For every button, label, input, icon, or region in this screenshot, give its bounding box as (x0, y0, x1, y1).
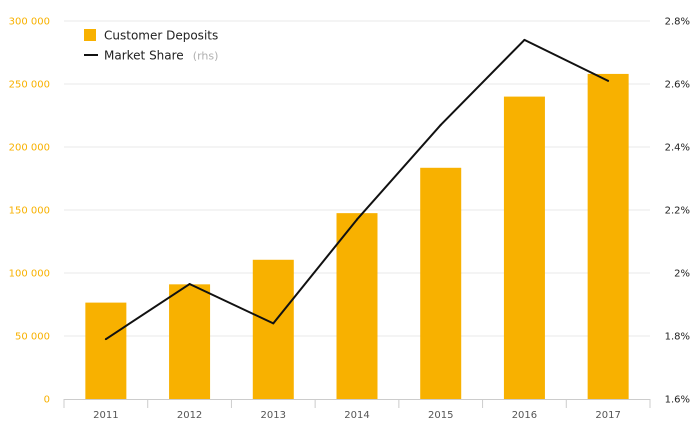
axes: 0 50 000 100 000 150 000 200 000 250 000 300 0… (9, 17, 690, 422)
bar-customer-deposits-2013 (252, 259, 294, 399)
bar-customer-deposits-2014 (336, 213, 378, 399)
point-market-share-2012 (188, 283, 191, 286)
y-left-tick-label: 250 000 (9, 80, 50, 91)
point-market-share-2017 (607, 79, 610, 82)
legend-label-market-share: Market Share (rhs) (104, 45, 218, 64)
y-right-tick-label: 1.8% (665, 332, 690, 343)
y-left-tick-label: 100 000 (9, 269, 50, 280)
line-layer (104, 38, 610, 341)
y-left-tick-label: 300 000 (9, 17, 50, 28)
x-tick-label-2012: 2012 (177, 410, 202, 421)
y-left-tick-label: 150 000 (9, 206, 50, 217)
legend-swatch-customer-deposits (84, 29, 96, 41)
y-right-tick-label: 1.6% (665, 395, 690, 406)
x-tick-label-2017: 2017 (595, 410, 620, 421)
gridlines (64, 20, 650, 337)
x-tick-label-2014: 2014 (344, 410, 369, 421)
point-market-share-2013 (272, 322, 275, 325)
bar-customer-deposits-2011 (85, 302, 127, 399)
x-tick-label-2011: 2011 (93, 410, 118, 421)
point-market-share-2016 (523, 38, 526, 41)
bar-customer-deposits-2017 (587, 73, 629, 400)
y-left-tick-label: 0 (44, 395, 50, 406)
y-right-tick-label: 2.8% (665, 17, 690, 28)
y-left-tick-label: 200 000 (9, 143, 50, 154)
x-tick-label-2015: 2015 (428, 410, 453, 421)
point-market-share-2015 (439, 123, 442, 126)
legend-label-customer-deposits: Customer Deposits (104, 29, 218, 43)
legend: Customer Deposits Market Share (rhs) (84, 29, 218, 64)
bar-layer (85, 73, 629, 400)
y-right-tick-label: 2.6% (665, 80, 690, 91)
legend-label-market-share-name: Market Share (104, 49, 184, 63)
point-market-share-2011 (104, 338, 107, 341)
y-right-tick-label: 2% (674, 269, 690, 280)
x-tick-label-2016: 2016 (512, 410, 537, 421)
point-market-share-2014 (356, 218, 358, 221)
bar-customer-deposits-2016 (503, 96, 545, 399)
y-right-tick-label: 2.4% (665, 143, 690, 154)
bar-customer-deposits-2012 (169, 284, 211, 399)
x-tick-label-2013: 2013 (261, 410, 286, 421)
bar-customer-deposits-2015 (420, 167, 462, 399)
legend-label-market-share-suffix: (rhs) (193, 50, 219, 63)
y-right-tick-label: 2.2% (665, 206, 690, 217)
y-left-tick-label: 50 000 (15, 332, 50, 343)
